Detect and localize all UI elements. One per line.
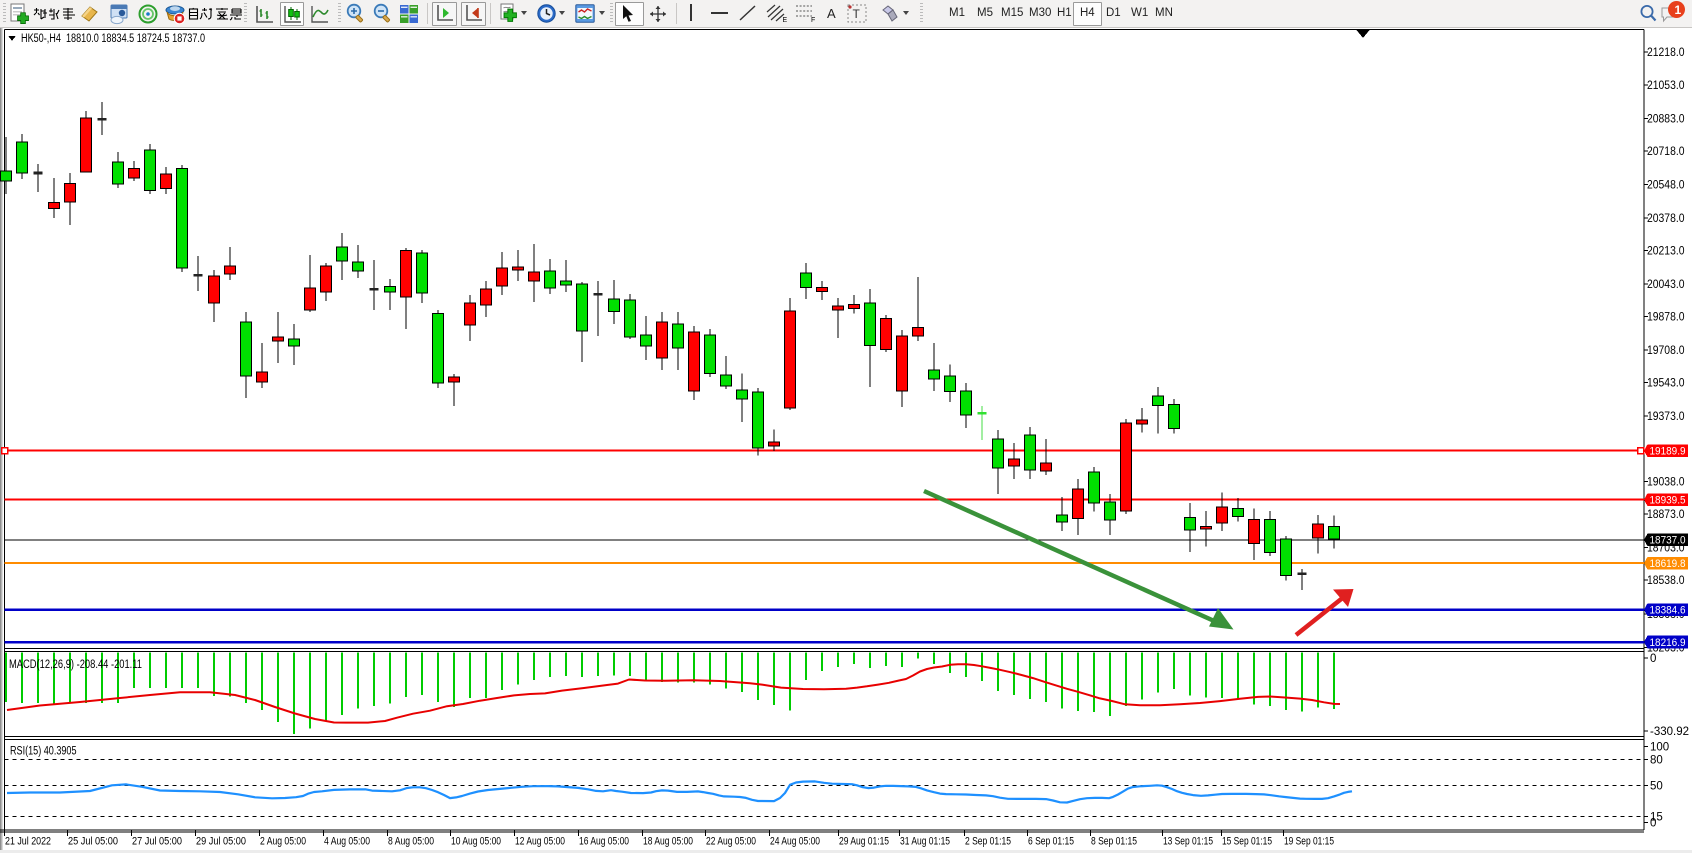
- svg-text:20548.0: 20548.0: [1647, 180, 1685, 192]
- svg-text:21053.0: 21053.0: [1647, 80, 1685, 92]
- svg-text:20883.0: 20883.0: [1647, 114, 1685, 126]
- svg-text:2 Sep 01:15: 2 Sep 01:15: [965, 836, 1011, 848]
- svg-text:10 Aug 05:00: 10 Aug 05:00: [451, 836, 501, 848]
- svg-text:80: 80: [1650, 755, 1663, 767]
- svg-text:15: 15: [1650, 812, 1663, 824]
- svg-text:21218.0: 21218.0: [1647, 47, 1685, 59]
- svg-text:0: 0: [1650, 653, 1656, 665]
- svg-text:18538.0: 18538.0: [1647, 575, 1685, 587]
- svg-text:19038.0: 19038.0: [1647, 477, 1685, 489]
- svg-text:13 Sep 01:15: 13 Sep 01:15: [1163, 836, 1213, 848]
- svg-text:18619.8: 18619.8: [1650, 558, 1686, 570]
- svg-text:F: F: [811, 17, 815, 23]
- svg-text:-330.92: -330.92: [1650, 726, 1689, 738]
- svg-text:19 Sep 01:15: 19 Sep 01:15: [1284, 836, 1334, 848]
- svg-text:50: 50: [1650, 780, 1663, 792]
- svg-text:18737.0: 18737.0: [1650, 535, 1686, 547]
- svg-text:T: T: [853, 7, 861, 21]
- svg-text:15 Sep 01:15: 15 Sep 01:15: [1222, 836, 1272, 848]
- svg-text:12 Aug 05:00: 12 Aug 05:00: [515, 836, 565, 848]
- svg-text:19373.0: 19373.0: [1647, 411, 1685, 423]
- svg-text:HK50-,H4 18810.0 18834.5 1872: HK50-,H4 18810.0 18834.5 18724.5 18737.0: [21, 33, 205, 45]
- svg-text:29 Aug 01:15: 29 Aug 01:15: [839, 836, 889, 848]
- svg-text:31 Aug 01:15: 31 Aug 01:15: [900, 836, 950, 848]
- svg-text:18873.0: 18873.0: [1647, 509, 1685, 521]
- svg-text:RSI(15) 40.3905: RSI(15) 40.3905: [10, 746, 77, 758]
- svg-text:18939.5: 18939.5: [1650, 495, 1686, 507]
- svg-text:6 Sep 01:15: 6 Sep 01:15: [1028, 836, 1074, 848]
- svg-text:24 Aug 05:00: 24 Aug 05:00: [770, 836, 820, 848]
- svg-text:19543.0: 19543.0: [1647, 378, 1685, 390]
- svg-text:16 Aug 05:00: 16 Aug 05:00: [579, 836, 629, 848]
- svg-text:18 Aug 05:00: 18 Aug 05:00: [643, 836, 693, 848]
- svg-text:19189.9: 19189.9: [1650, 446, 1686, 458]
- svg-text:4 Aug 05:00: 4 Aug 05:00: [324, 836, 370, 848]
- svg-text:18216.9: 18216.9: [1650, 637, 1686, 649]
- svg-text:27 Jul 05:00: 27 Jul 05:00: [132, 836, 182, 848]
- svg-text:8 Sep 01:15: 8 Sep 01:15: [1091, 836, 1137, 848]
- svg-text:2 Aug 05:00: 2 Aug 05:00: [260, 836, 306, 848]
- svg-text:0: 0: [1650, 818, 1656, 830]
- svg-text:19708.0: 19708.0: [1647, 345, 1685, 357]
- svg-text:18384.6: 18384.6: [1650, 605, 1686, 617]
- svg-text:E: E: [783, 17, 788, 23]
- svg-text:20378.0: 20378.0: [1647, 213, 1685, 225]
- svg-text:MACD(12,26,9) -208.44 -201.11: MACD(12,26,9) -208.44 -201.11: [9, 659, 142, 671]
- svg-text:22 Aug 05:00: 22 Aug 05:00: [706, 836, 756, 848]
- svg-text:100: 100: [1650, 742, 1669, 754]
- svg-text:20043.0: 20043.0: [1647, 279, 1685, 291]
- svg-text:21 Jul 2022: 21 Jul 2022: [5, 836, 51, 848]
- svg-text:20718.0: 20718.0: [1647, 146, 1685, 158]
- svg-text:20213.0: 20213.0: [1647, 246, 1685, 258]
- svg-text:19878.0: 19878.0: [1647, 312, 1685, 324]
- svg-text:25 Jul 05:00: 25 Jul 05:00: [68, 836, 118, 848]
- svg-text:29 Jul 05:00: 29 Jul 05:00: [196, 836, 246, 848]
- svg-text:8 Aug 05:00: 8 Aug 05:00: [388, 836, 434, 848]
